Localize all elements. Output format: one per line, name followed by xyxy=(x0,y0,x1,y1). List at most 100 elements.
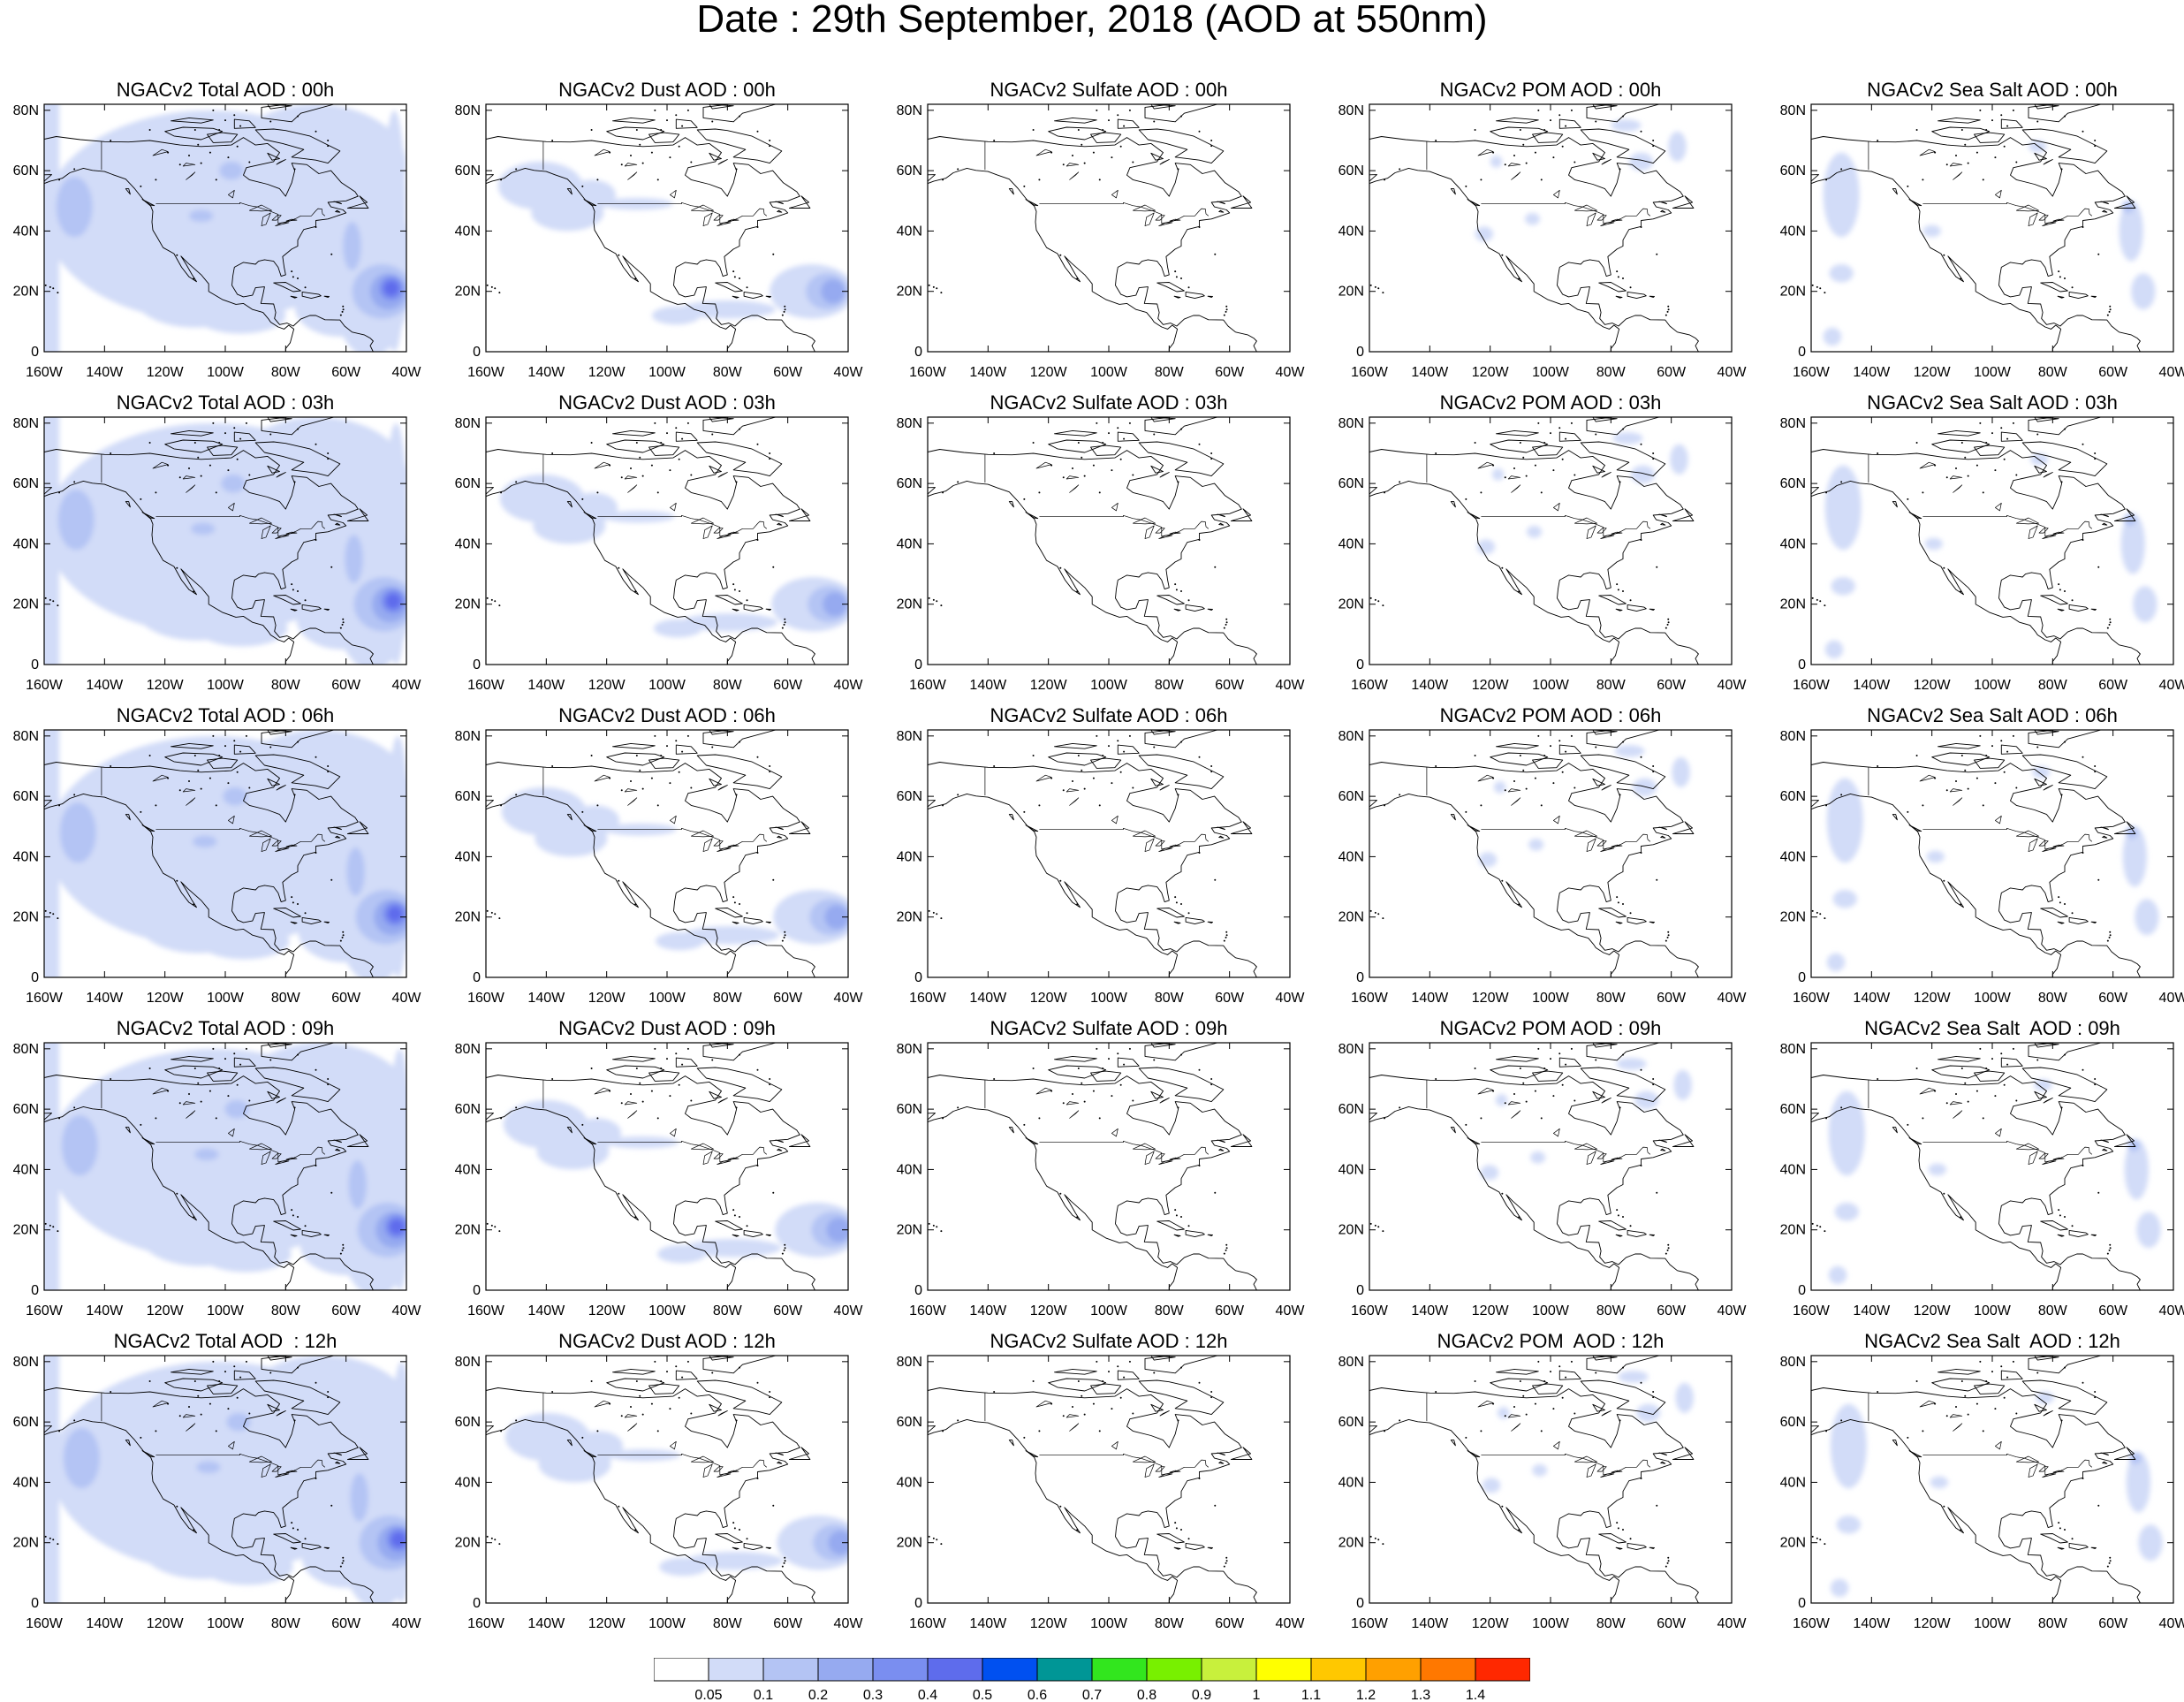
small-island xyxy=(1108,1058,1110,1060)
small-island xyxy=(681,750,684,753)
small-island xyxy=(1117,740,1119,742)
lake-outline xyxy=(1600,535,1615,539)
y-tick-label: 80N xyxy=(455,1042,481,1057)
island-outline xyxy=(333,826,342,831)
island-outline xyxy=(1218,835,1225,839)
island-outline xyxy=(164,752,224,766)
island-outline xyxy=(1159,159,1170,165)
lake-outline xyxy=(1919,1087,1936,1095)
x-tick-label: 160W xyxy=(1351,1303,1389,1318)
small-island xyxy=(293,481,296,483)
island-outline xyxy=(2102,1148,2108,1151)
x-tick-label: 160W xyxy=(1351,1616,1389,1631)
island-outline xyxy=(743,291,763,300)
small-island xyxy=(1175,589,1178,591)
small-island xyxy=(304,1225,307,1227)
small-island xyxy=(1652,1083,1655,1086)
island-outline xyxy=(648,132,680,143)
colorbar-box xyxy=(1091,1658,1148,1682)
small-island xyxy=(1877,139,1879,141)
island-outline xyxy=(267,778,280,786)
x-tick-label: 80W xyxy=(1596,1616,1627,1631)
small-island xyxy=(269,433,272,436)
island-outline xyxy=(164,439,224,453)
small-island xyxy=(1492,464,1495,467)
north-america-coastline xyxy=(1811,1387,2141,1603)
y-tick-label: 80N xyxy=(1338,1042,1364,1057)
island-outline xyxy=(696,441,783,477)
small-island xyxy=(634,1529,637,1531)
x-tick-label: 60W xyxy=(773,1616,803,1631)
island-outline xyxy=(1054,117,1097,124)
small-island xyxy=(2082,225,2084,228)
small-island xyxy=(1059,254,1062,256)
small-island xyxy=(327,145,330,148)
small-island xyxy=(2071,286,2074,289)
us-canada-border xyxy=(597,514,768,537)
island-outline xyxy=(1598,1220,1627,1231)
y-tick-label: 0 xyxy=(914,1596,922,1611)
island-outline xyxy=(1173,921,1181,924)
island-outline xyxy=(2102,1461,2108,1464)
small-island xyxy=(1907,1123,1909,1126)
small-island xyxy=(1825,804,1828,807)
island-outline xyxy=(1173,1546,1181,1550)
small-island xyxy=(1083,1100,1086,1103)
small-island xyxy=(1824,917,1826,920)
small-island xyxy=(148,1380,151,1383)
north-america-coastline xyxy=(486,1075,815,1290)
aod-field xyxy=(44,730,406,977)
small-island xyxy=(641,475,644,477)
small-island xyxy=(1595,433,1597,436)
y-tick-label: 80N xyxy=(455,103,481,118)
small-island xyxy=(1652,1396,1655,1399)
island-outline xyxy=(267,1403,280,1412)
small-island xyxy=(1537,109,1540,111)
lake-outline xyxy=(261,525,271,539)
us-canada-border xyxy=(1922,201,2093,224)
small-island xyxy=(58,179,61,181)
us-canada-border xyxy=(1922,827,2093,850)
small-island xyxy=(1513,1093,1515,1096)
small-island xyxy=(590,129,593,132)
island-outline xyxy=(2068,1229,2089,1238)
x-tick-label: 100W xyxy=(207,991,245,1006)
y-tick-label: 20N xyxy=(1338,1536,1364,1551)
lake-outline xyxy=(1586,525,1596,539)
small-island xyxy=(2003,458,2006,460)
island-outline xyxy=(1592,417,1618,422)
small-island xyxy=(639,1394,641,1397)
aod-patch xyxy=(194,1148,219,1161)
island-outline xyxy=(1931,126,1991,141)
small-island xyxy=(58,1117,61,1120)
small-island xyxy=(297,428,299,430)
lake-outline xyxy=(1586,212,1596,226)
island-outline xyxy=(323,921,330,923)
lake-outline xyxy=(285,1470,298,1473)
y-tick-label: 60N xyxy=(897,163,922,179)
small-island xyxy=(1622,428,1624,430)
small-island xyxy=(1617,1214,1619,1217)
aod-patch xyxy=(2133,586,2157,623)
colorbar-box xyxy=(762,1658,819,1682)
island-outline xyxy=(276,1098,286,1104)
x-tick-label: 140W xyxy=(1411,1616,1449,1631)
small-island xyxy=(1210,1077,1213,1080)
island-outline xyxy=(141,1450,155,1458)
small-island xyxy=(1077,442,1080,444)
small-island xyxy=(236,1396,239,1399)
small-island xyxy=(498,1543,501,1546)
y-tick-label: 0 xyxy=(1356,1596,1364,1611)
lake-outline xyxy=(1553,815,1560,824)
small-island xyxy=(630,780,632,783)
small-island xyxy=(756,756,759,758)
lake-outline xyxy=(182,1101,196,1106)
aod-patch xyxy=(1824,465,1862,551)
small-island xyxy=(1979,1360,1982,1363)
small-island xyxy=(1617,901,1619,904)
aod-patch xyxy=(823,592,847,617)
small-island xyxy=(1480,1430,1483,1432)
island-outline xyxy=(207,1383,239,1394)
